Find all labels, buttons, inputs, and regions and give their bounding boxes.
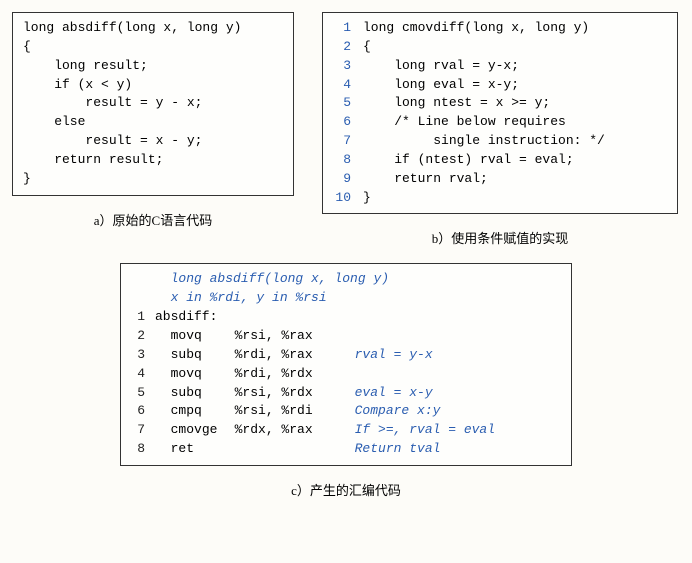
code-line: long eval = x-y;	[363, 77, 519, 92]
top-row: long absdiff(long x, long y) { long resu…	[12, 12, 680, 257]
line-number: 7	[333, 132, 351, 151]
line-number: 3	[333, 57, 351, 76]
code-line: {	[23, 39, 31, 54]
line-number: 4	[333, 76, 351, 95]
code-line: }	[23, 171, 31, 186]
caption-b: b）使用条件赋值的实现	[432, 228, 569, 247]
line-number	[131, 289, 145, 308]
line-number: 7	[131, 421, 145, 440]
line-number: 10	[333, 189, 351, 208]
asm-op: movq	[171, 327, 235, 346]
line-number	[131, 270, 145, 289]
code-line: {	[363, 39, 371, 54]
code-line: return result;	[23, 152, 163, 167]
asm-comment: eval = x-y	[355, 385, 433, 400]
asm-comment: rval = y-x	[355, 347, 433, 362]
line-number: 8	[333, 151, 351, 170]
line-number: 8	[131, 440, 145, 459]
line-number: 3	[131, 346, 145, 365]
asm-comment: Return tval	[355, 441, 441, 456]
asm-op: cmpq	[171, 402, 235, 421]
asm-op: subq	[171, 346, 235, 365]
asm-args: %rsi, %rdi	[235, 402, 355, 421]
asm-args: %rdi, %rdx	[235, 365, 355, 384]
asm-args: %rsi, %rdx	[235, 384, 355, 403]
line-number: 2	[131, 327, 145, 346]
code-line: else	[23, 114, 85, 129]
asm-op: movq	[171, 365, 235, 384]
code-line: if (ntest) rval = eval;	[363, 152, 574, 167]
asm-op: cmovge	[171, 421, 235, 440]
caption-c: c）产生的汇编代码	[291, 480, 401, 499]
code-line: if (x < y)	[23, 77, 132, 92]
asm-args: %rsi, %rax	[235, 327, 355, 346]
asm-comment: Compare x:y	[355, 403, 441, 418]
code-box-b: 1 long cmovdiff(long x, long y) 2 { 3 long…	[322, 12, 678, 214]
line-number: 6	[333, 113, 351, 132]
code-line: long cmovdiff(long x, long y)	[363, 20, 589, 35]
line-number: 5	[333, 94, 351, 113]
panel-a: long absdiff(long x, long y) { long resu…	[12, 12, 294, 239]
caption-a: a）原始的C语言代码	[94, 210, 212, 229]
asm-label: absdiff:	[155, 309, 217, 324]
code-box-a: long absdiff(long x, long y) { long resu…	[12, 12, 294, 196]
code-line: }	[363, 190, 371, 205]
code-line: single instruction: */	[363, 133, 605, 148]
asm-args: %rdx, %rax	[235, 421, 355, 440]
code-box-c: long absdiff(long x, long y) x in %rdi, …	[120, 263, 572, 465]
asm-regnote: x in %rdi, y in %rsi	[171, 290, 327, 305]
line-number: 2	[333, 38, 351, 57]
code-line: result = x - y;	[23, 133, 202, 148]
code-line: /* Line below requires	[363, 114, 566, 129]
line-number: 5	[131, 384, 145, 403]
code-line: return rval;	[363, 171, 488, 186]
asm-args: %rdi, %rax	[235, 346, 355, 365]
code-line: long result;	[23, 58, 148, 73]
line-number: 9	[333, 170, 351, 189]
line-number: 4	[131, 365, 145, 384]
asm-comment: If >=, rval = eval	[355, 422, 495, 437]
code-line: long ntest = x >= y;	[363, 95, 550, 110]
panel-b: 1 long cmovdiff(long x, long y) 2 { 3 long…	[322, 12, 678, 257]
asm-op: subq	[171, 384, 235, 403]
line-number: 1	[131, 308, 145, 327]
panel-c: long absdiff(long x, long y) x in %rdi, …	[12, 263, 680, 508]
asm-op: ret	[171, 440, 235, 459]
code-line: long absdiff(long x, long y)	[23, 20, 241, 35]
asm-signature: long absdiff(long x, long y)	[171, 271, 389, 286]
code-line: result = y - x;	[23, 95, 202, 110]
code-line: long rval = y-x;	[363, 58, 519, 73]
line-number: 6	[131, 402, 145, 421]
line-number: 1	[333, 19, 351, 38]
